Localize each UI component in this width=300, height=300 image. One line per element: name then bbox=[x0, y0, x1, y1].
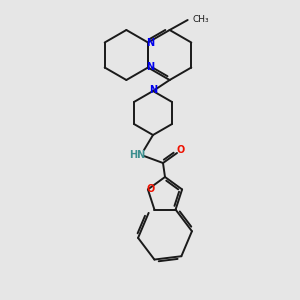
Text: O: O bbox=[177, 145, 185, 155]
Text: O: O bbox=[147, 184, 155, 194]
Text: CH₃: CH₃ bbox=[193, 14, 209, 23]
Text: N: N bbox=[146, 38, 154, 47]
Text: HN: HN bbox=[129, 150, 145, 160]
Text: N: N bbox=[149, 85, 157, 95]
Text: N: N bbox=[146, 62, 154, 73]
